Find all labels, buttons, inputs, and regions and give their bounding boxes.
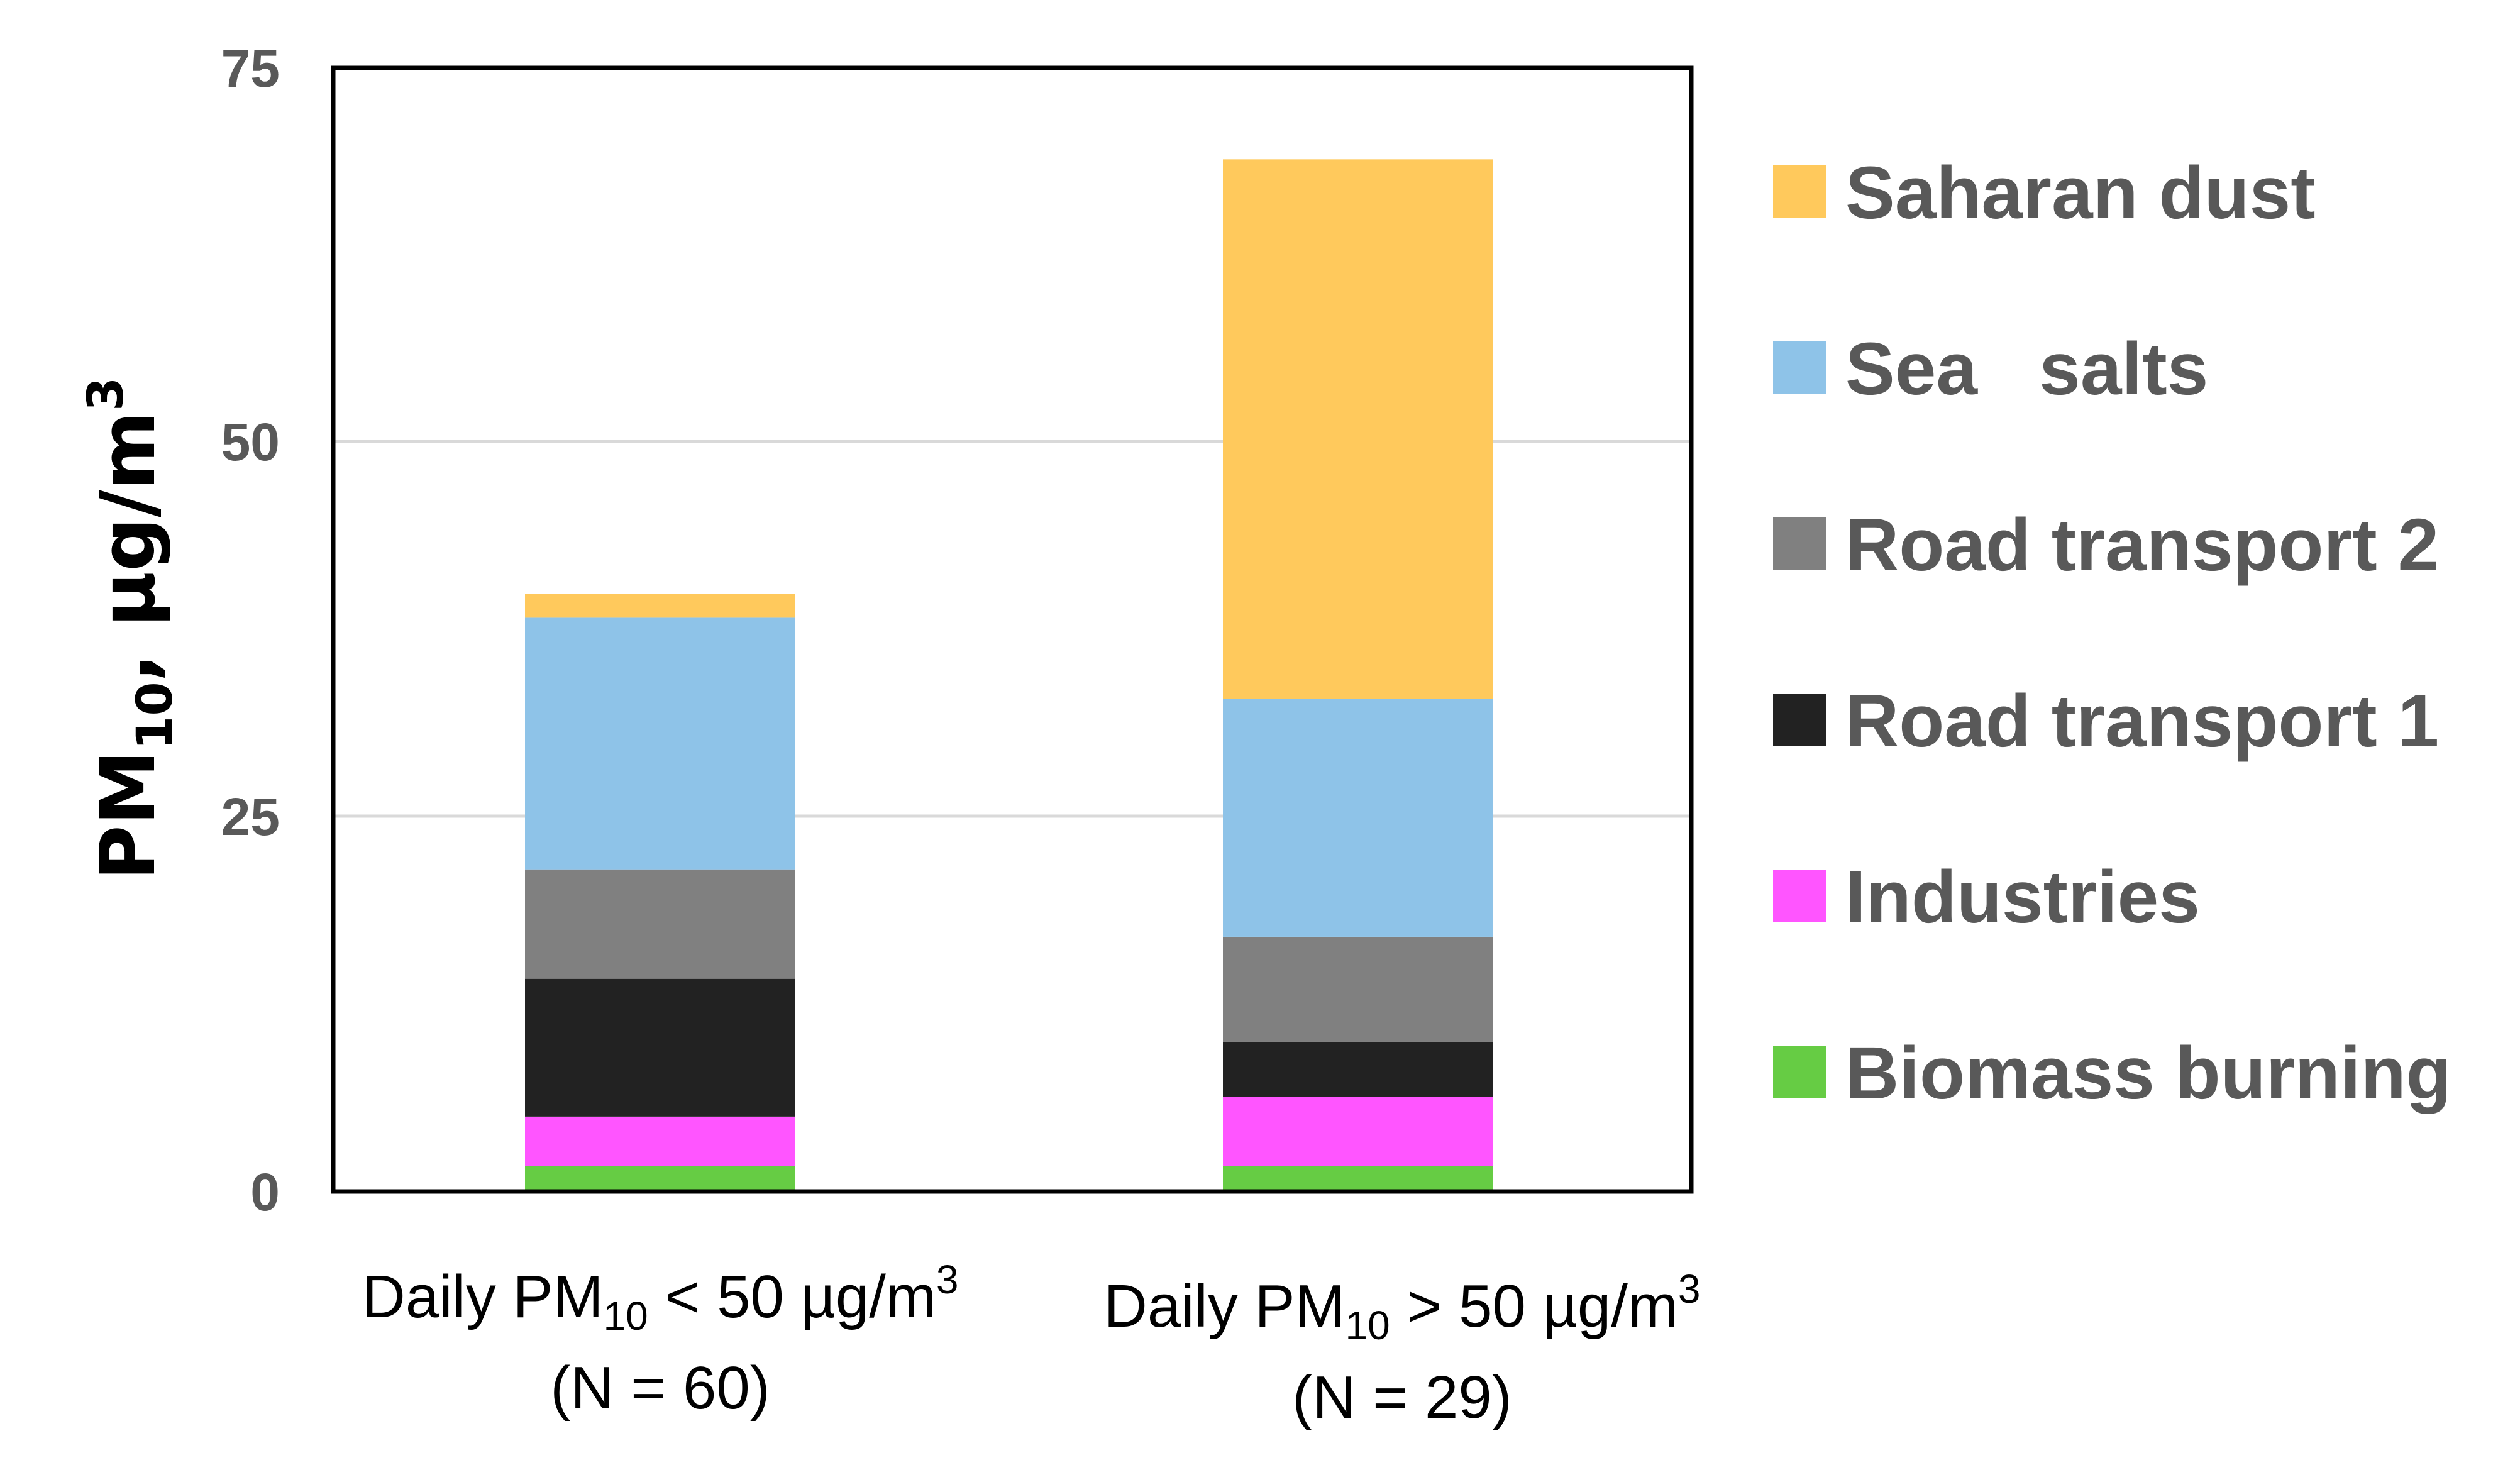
legend-label-industries: Industries — [1845, 856, 2200, 939]
bar-segment-cat1-industries — [525, 1116, 795, 1166]
legend-label-road-transport-2: Road transport 2 — [1845, 504, 2439, 587]
x-label-cat1-line1: Daily PM10 < 50 µg/m3 — [362, 1257, 958, 1339]
y-tick-0: 0 — [250, 1163, 280, 1222]
plot-frame — [331, 65, 1694, 1194]
x-label-cat1-line2: (N = 60) — [550, 1354, 770, 1422]
y-tick-50: 50 — [221, 412, 280, 472]
y-label-sup: 3 — [78, 377, 135, 411]
legend-label-road-transport-1: Road transport 1 — [1845, 680, 2439, 763]
x-label-cat2-line1: Daily PM10 > 50 µg/m3 — [1103, 1266, 1700, 1348]
bar-segment-cat2-road-transport-1 — [1223, 1041, 1493, 1097]
bar-segment-cat1-road-transport-1 — [525, 978, 795, 1117]
bar-segment-cat2-industries — [1223, 1097, 1493, 1166]
y-tick-75: 75 — [221, 39, 280, 98]
y-tick-25: 25 — [221, 787, 280, 846]
legend-label-saharan-dust: Saharan dust — [1845, 152, 2316, 235]
legend-swatch-sea-salts — [1773, 341, 1826, 394]
y-axis-label: PM10, µg/m3 — [78, 377, 184, 881]
legend-label-biomass-burning: Biomass burning — [1845, 1032, 2451, 1115]
legend-swatch-road-transport-2 — [1773, 517, 1826, 570]
legend-label-sea-salts: Sea salts — [1845, 328, 2208, 411]
y-label-sub: 10 — [127, 682, 184, 750]
x-label-cat2-line2: (N = 29) — [1292, 1364, 1511, 1431]
legend: Saharan dust Sea salts Road transport 2 Roa… — [1773, 152, 2451, 1115]
bar-segment-cat1-road-transport-2 — [525, 869, 795, 979]
legend-swatch-industries — [1773, 870, 1826, 922]
bars-group — [525, 159, 1493, 1191]
y-label-rest: , µg/m — [85, 411, 172, 682]
legend-swatch-saharan-dust — [1773, 165, 1826, 218]
bar-segment-cat1-saharan-dust — [525, 594, 795, 618]
y-label-main: PM — [85, 750, 172, 880]
bar-segment-cat2-sea-salts — [1223, 699, 1493, 937]
bar-segment-cat1-biomass-burning — [525, 1166, 795, 1191]
bar-segment-cat2-road-transport-2 — [1223, 936, 1493, 1042]
bar-segment-cat2-saharan-dust — [1223, 159, 1493, 699]
legend-swatch-road-transport-1 — [1773, 694, 1826, 746]
legend-swatch-biomass-burning — [1773, 1046, 1826, 1098]
bar-segment-cat2-biomass-burning — [1223, 1166, 1493, 1191]
bar-segment-cat1-sea-salts — [525, 617, 795, 870]
